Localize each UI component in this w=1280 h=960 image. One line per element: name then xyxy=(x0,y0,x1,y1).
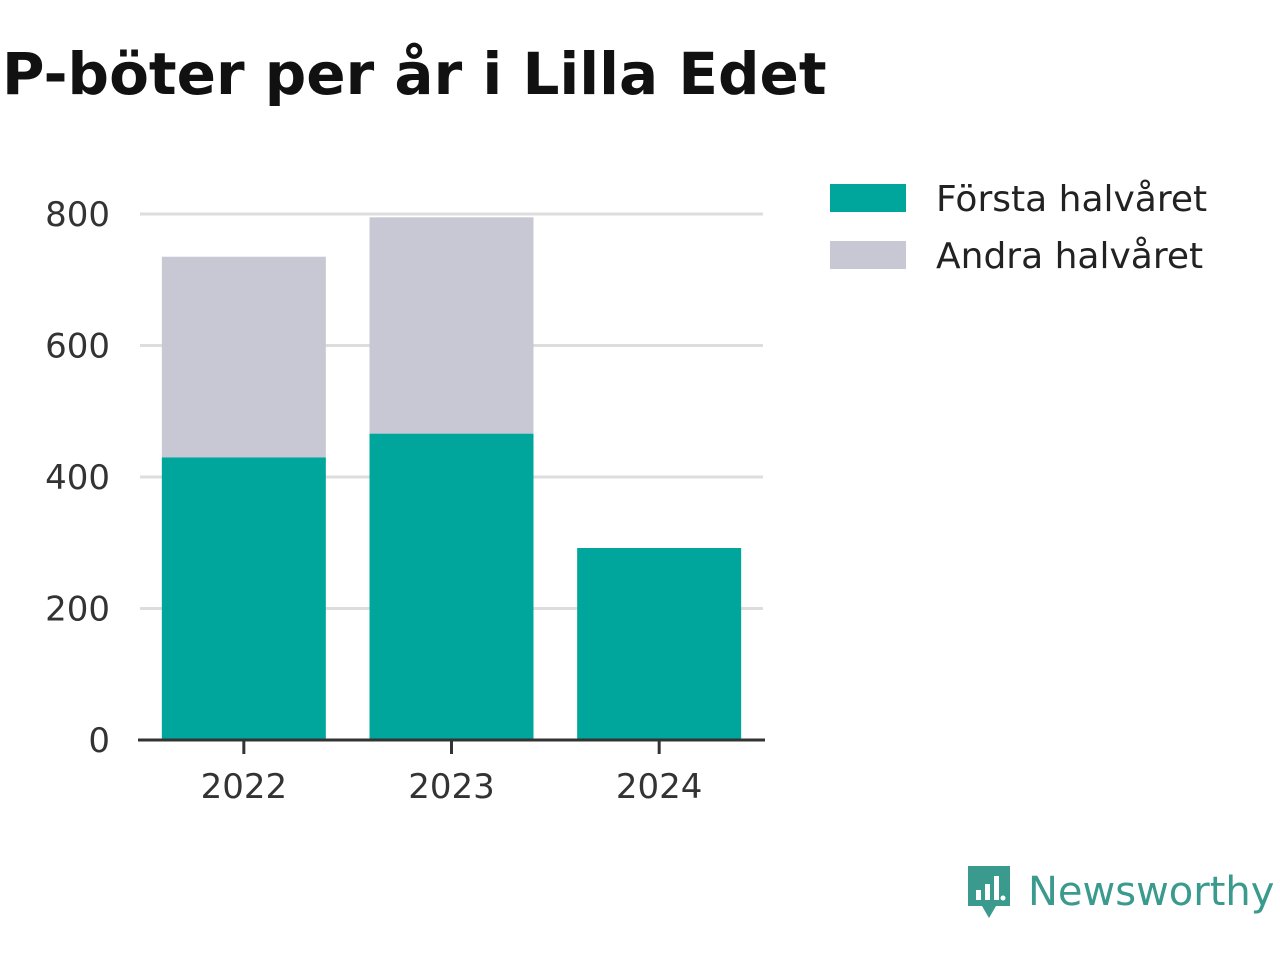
x-tick-label: 2023 xyxy=(408,767,495,807)
bar-chart-speech-bubble-icon xyxy=(968,866,1010,918)
brand-name: Newsworthy xyxy=(1028,869,1275,915)
bar-2024-series-1 xyxy=(577,548,742,740)
axes: 0 200 400 600 800 2022 2023 2024 xyxy=(45,195,765,807)
bar-2023-series-2 xyxy=(369,217,534,434)
bar-2022-series-1 xyxy=(161,457,326,740)
y-tick-label: 800 xyxy=(45,195,110,235)
y-tick-label: 400 xyxy=(45,458,110,498)
legend-swatch-series-2 xyxy=(830,241,906,269)
y-tick-label: 600 xyxy=(45,327,110,367)
chart-title: P-böter per år i Lilla Edet xyxy=(2,40,827,108)
legend: Första halvåret Andra halvåret xyxy=(830,179,1207,277)
y-tick-label: 0 xyxy=(88,721,110,761)
legend-swatch-series-1 xyxy=(830,184,906,212)
bars xyxy=(161,217,742,740)
x-tick-label: 2024 xyxy=(616,767,703,807)
x-tick-label: 2022 xyxy=(201,767,288,807)
legend-label-series-1: Första halvåret xyxy=(936,179,1207,220)
bar-2022-series-2 xyxy=(161,256,326,458)
legend-label-series-2: Andra halvåret xyxy=(936,236,1203,277)
bar-2023-series-1 xyxy=(369,433,534,740)
newsworthy-logo: Newsworthy xyxy=(964,862,1274,922)
y-tick-label: 200 xyxy=(45,590,110,630)
